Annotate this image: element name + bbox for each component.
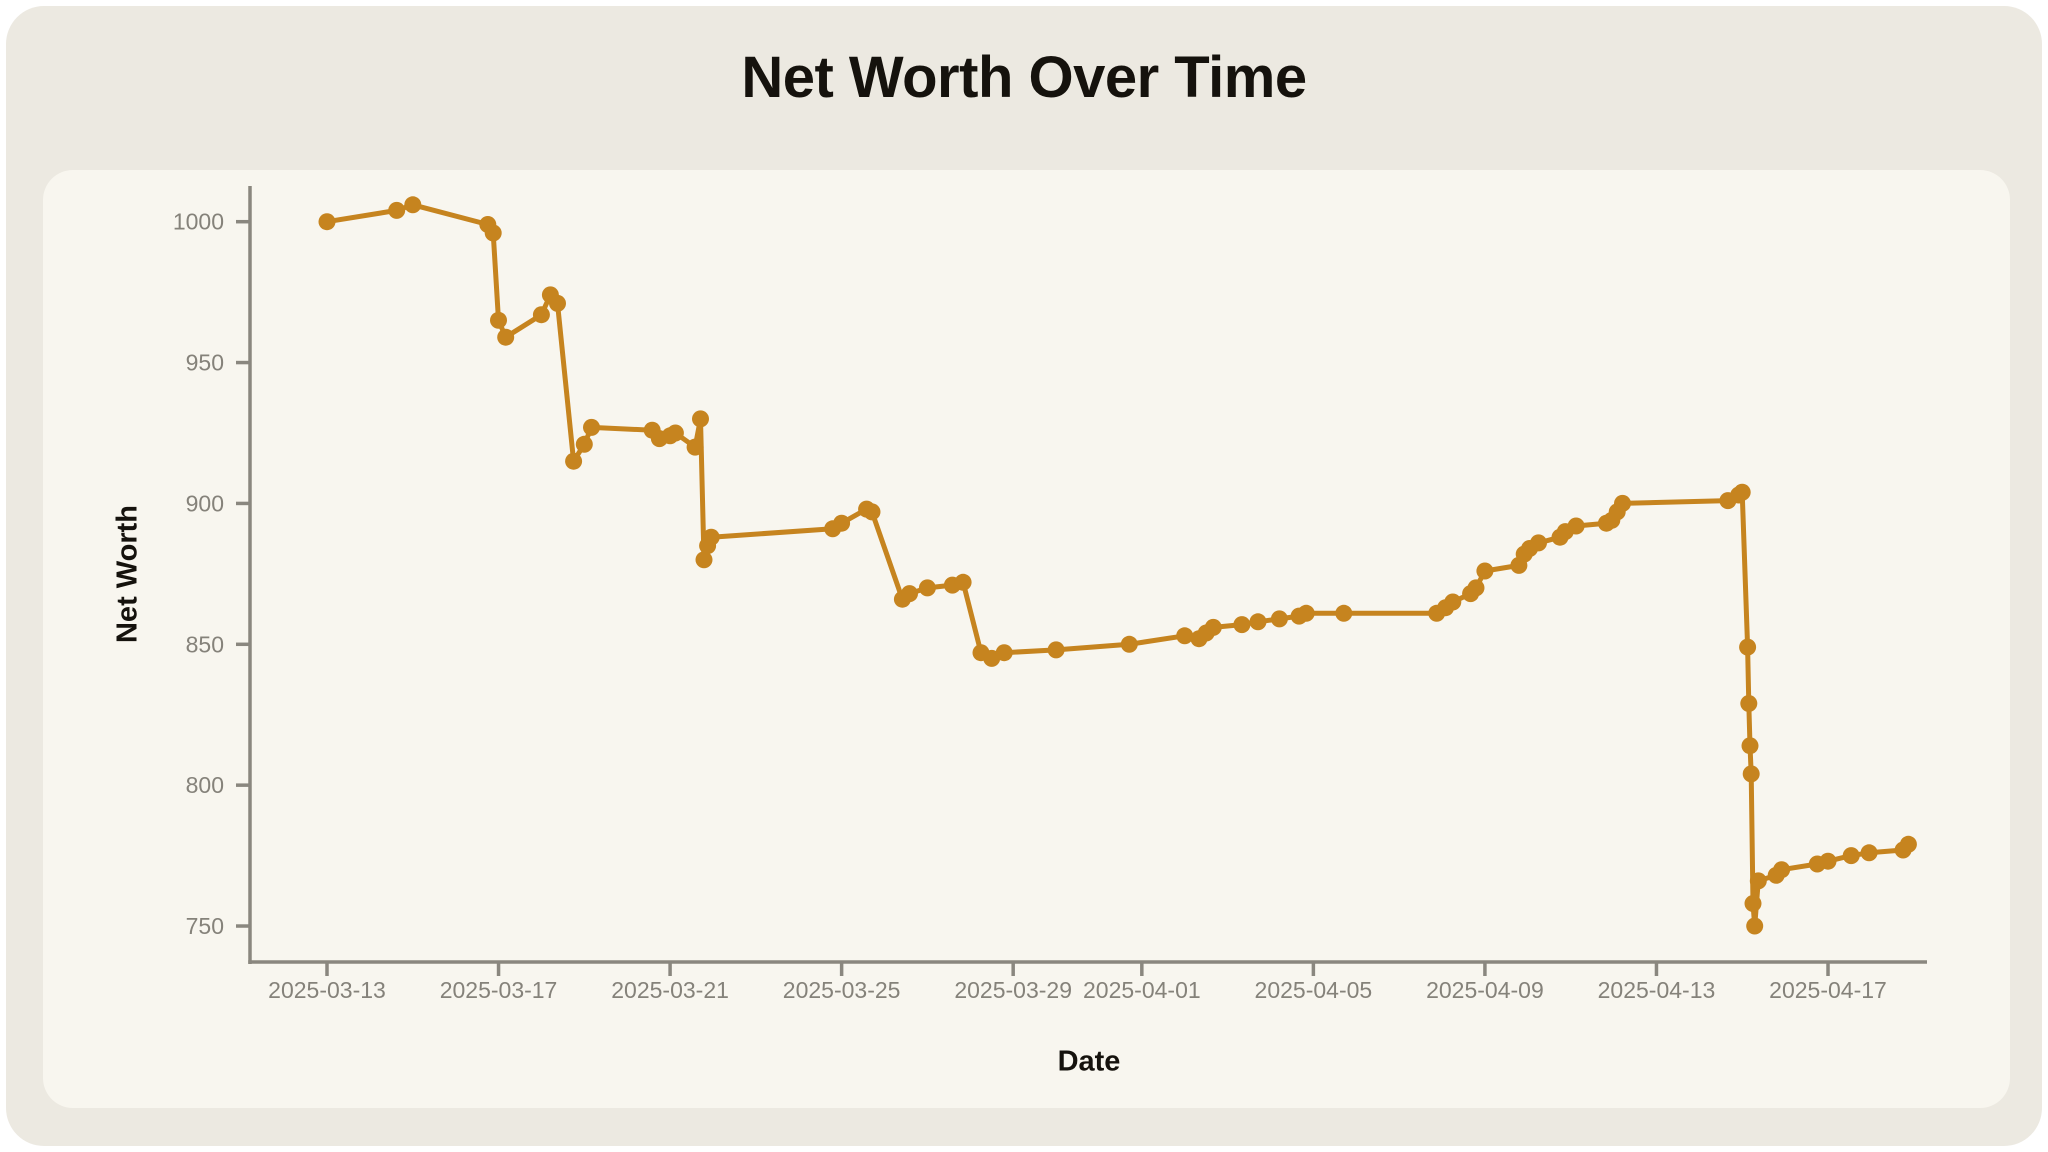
data-point (1176, 627, 1194, 645)
data-point (1476, 562, 1494, 580)
data-point (954, 573, 972, 591)
chart-card (43, 170, 2010, 1108)
data-point (1444, 593, 1462, 611)
data-point (484, 224, 502, 242)
data-point (686, 438, 704, 456)
y-tick-label: 1000 (173, 209, 224, 235)
data-point (1467, 579, 1485, 597)
data-point (1530, 534, 1547, 552)
data-point (1740, 695, 1758, 712)
x-axis-label: Date (1057, 1045, 1121, 1078)
data-point (995, 644, 1013, 662)
data-point (1249, 613, 1267, 631)
data-point (1746, 917, 1764, 935)
data-point (692, 410, 709, 428)
data-point (1233, 616, 1251, 634)
data-point (1204, 618, 1222, 636)
y-tick-label: 950 (186, 350, 224, 376)
data-point (1733, 483, 1751, 501)
data-point (1567, 517, 1585, 535)
data-point (1047, 641, 1065, 659)
net-worth-line (324, 202, 1911, 929)
x-tick-label: 2025-03-21 (611, 977, 729, 1003)
y-tick-label: 800 (186, 772, 224, 798)
y-tick-label: 900 (186, 490, 224, 516)
data-point (1335, 604, 1353, 622)
data-point (1614, 494, 1631, 512)
x-tick-label: 2025-04-01 (1083, 977, 1201, 1003)
data-point (1739, 638, 1757, 656)
x-tick-label: 2025-04-05 (1255, 977, 1373, 1003)
data-point (1860, 844, 1878, 862)
data-point (918, 579, 936, 597)
x-tick-label: 2025-03-13 (268, 977, 386, 1003)
data-point (1744, 895, 1762, 912)
x-tick-label: 2025-03-25 (783, 977, 901, 1003)
data-point (833, 514, 851, 532)
data-point (1773, 861, 1791, 879)
data-point (565, 452, 583, 470)
data-point (863, 503, 881, 521)
x-tick-label: 2025-04-13 (1598, 977, 1716, 1003)
x-tick-label: 2025-03-29 (954, 977, 1072, 1003)
data-point (1120, 635, 1138, 653)
y-tick-label: 850 (186, 631, 224, 657)
data-point (575, 435, 593, 453)
data-point (549, 294, 566, 312)
data-point (1819, 852, 1837, 870)
data-point (404, 196, 422, 214)
data-point (1742, 765, 1760, 783)
data-point (497, 328, 515, 346)
x-tick-label: 2025-04-09 (1426, 977, 1544, 1003)
data-point (695, 551, 713, 569)
data-point (583, 418, 600, 436)
data-point (1741, 737, 1759, 755)
y-tick-label: 750 (186, 913, 224, 939)
data-point (388, 201, 406, 219)
data-point (901, 585, 918, 603)
x-tick-label: 2025-03-17 (440, 977, 558, 1003)
chart-title: Net Worth Over Time (741, 45, 1307, 110)
data-point (702, 528, 720, 546)
data-point (532, 306, 550, 324)
data-point (1899, 835, 1917, 853)
data-point (666, 424, 684, 442)
x-tick-label: 2025-04-17 (1769, 977, 1887, 1003)
data-point (1270, 610, 1288, 628)
data-point (318, 213, 336, 231)
data-point (1297, 604, 1315, 622)
data-point (1842, 847, 1860, 865)
data-point (490, 311, 507, 329)
data-point (1749, 872, 1767, 890)
